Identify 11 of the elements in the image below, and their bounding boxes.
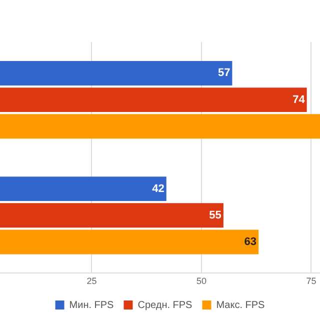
legend-label: Мин. FPS [69,300,114,311]
data-label: 57 [218,67,230,80]
data-label: 55 [209,209,222,222]
x-tick-label: 50 [196,276,206,286]
x-tick-label: 25 [86,276,97,286]
legend-label: Макс. FPS [216,300,266,311]
data-label: 42 [152,182,164,195]
x-tick-label: 75 [306,276,316,286]
legend-label: Средн. FPS [138,300,193,311]
data-label: 74 [292,94,306,106]
data-label: 63 [244,236,257,248]
